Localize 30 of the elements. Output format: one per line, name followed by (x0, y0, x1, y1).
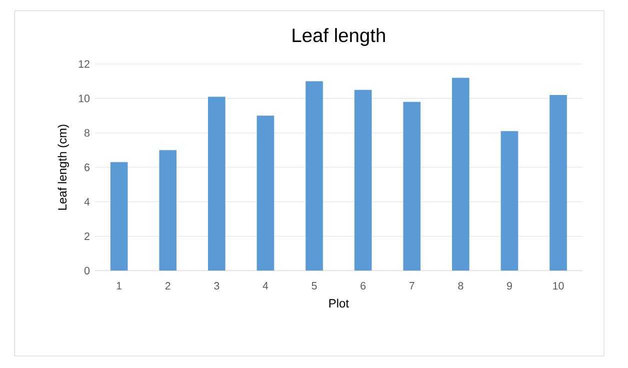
x-tick-label: 7 (409, 282, 414, 290)
bar (500, 131, 518, 271)
x-tick-label: 4 (262, 282, 268, 290)
bar (256, 116, 274, 271)
x-axis-title: Plot (329, 298, 349, 308)
x-tick-label: 2 (165, 282, 170, 290)
x-tick-label: 9 (507, 282, 512, 290)
y-tick-label: 12 (78, 60, 90, 68)
bar (159, 150, 177, 271)
y-tick-label: 2 (84, 232, 90, 240)
x-tick-label: 5 (312, 282, 317, 290)
bar (550, 95, 567, 271)
bar (354, 90, 372, 271)
bar (306, 81, 323, 271)
y-tick-label: 4 (84, 198, 90, 206)
bar (452, 78, 470, 271)
x-tick-label: 8 (458, 282, 464, 290)
y-tick-label: 6 (84, 164, 90, 172)
y-tick-label: 0 (84, 266, 90, 274)
x-tick-label: 6 (360, 282, 366, 290)
x-tick-label: 3 (214, 282, 220, 290)
y-axis-title: Leaf length (cm) (58, 124, 69, 210)
chart-title: Leaf length (292, 28, 385, 46)
x-tick-label: 10 (553, 282, 564, 290)
bar (110, 162, 128, 271)
bar (208, 96, 226, 271)
bar (403, 102, 421, 271)
y-tick-label: 10 (78, 94, 90, 102)
y-tick-label: 8 (84, 129, 90, 137)
x-tick-label: 1 (116, 282, 122, 290)
